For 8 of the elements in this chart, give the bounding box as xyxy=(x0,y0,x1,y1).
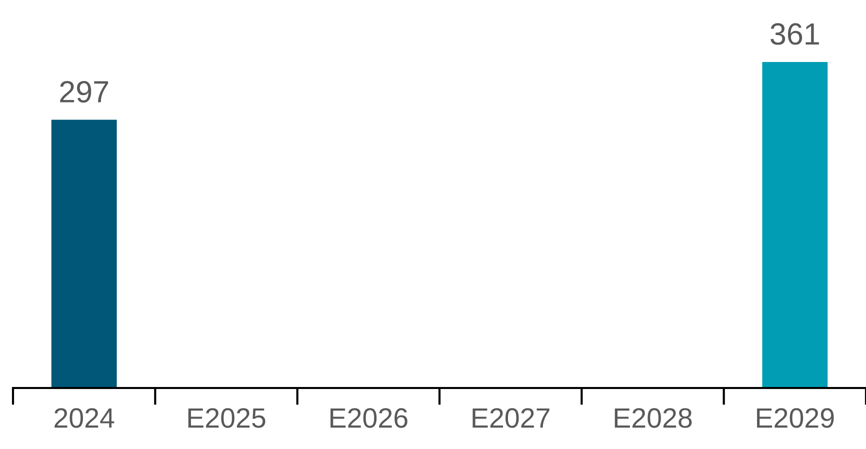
x-tick-label: E2028 xyxy=(614,408,692,428)
x-tick-label: E2026 xyxy=(330,408,408,428)
x-tick-label: 2024 xyxy=(54,408,114,428)
x-tick-label: E2025 xyxy=(188,408,266,428)
data-label: 361 xyxy=(770,23,819,45)
x-tick-label: E2029 xyxy=(757,408,834,428)
x-tick-label: E2027 xyxy=(472,408,550,428)
data-label: 297 xyxy=(60,80,108,103)
